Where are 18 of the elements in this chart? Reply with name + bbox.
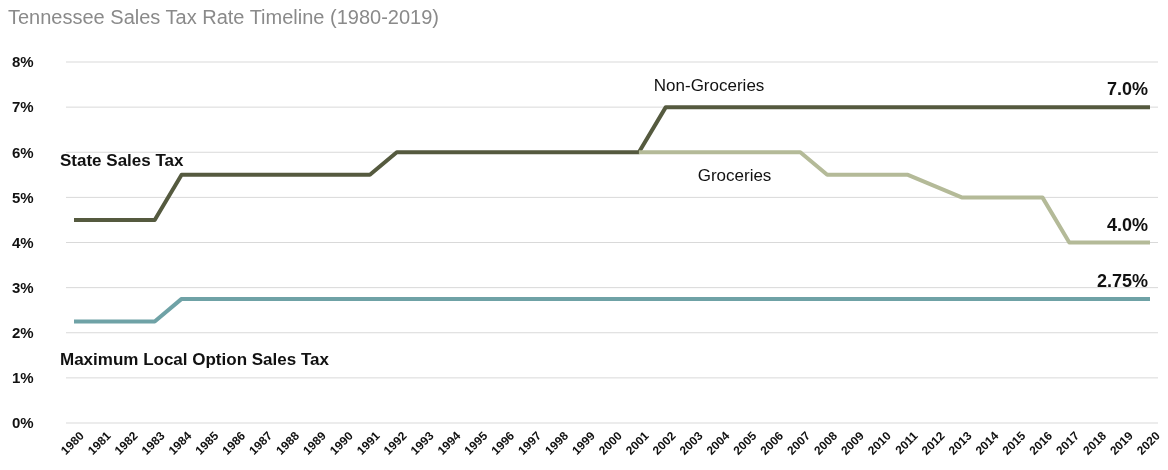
y-tick-label: 8% [12, 53, 34, 71]
y-tick-label: 6% [12, 143, 34, 161]
series-label: Maximum Local Option Sales Tax [60, 350, 330, 370]
y-tick-label: 0% [12, 414, 34, 432]
y-tick-label: 7% [12, 98, 34, 116]
y-tick-label: 3% [12, 278, 34, 296]
chart-title: Tennessee Sales Tax Rate Timeline (1980-2019) [8, 6, 439, 28]
line-series [636, 150, 1152, 245]
series-label: Groceries [697, 166, 772, 186]
data-label: 2.75% [1096, 270, 1148, 291]
series-label: Non-Groceries [653, 76, 765, 96]
y-tick-label: 4% [12, 233, 34, 251]
y-tick-label: 2% [12, 324, 34, 342]
data-label: 4.0% [1106, 214, 1148, 235]
annotation: State Sales Tax [60, 150, 185, 170]
y-tick-label: 5% [12, 188, 34, 206]
data-label: 7.0% [1106, 79, 1148, 100]
y-tick-label: 1% [12, 369, 34, 387]
